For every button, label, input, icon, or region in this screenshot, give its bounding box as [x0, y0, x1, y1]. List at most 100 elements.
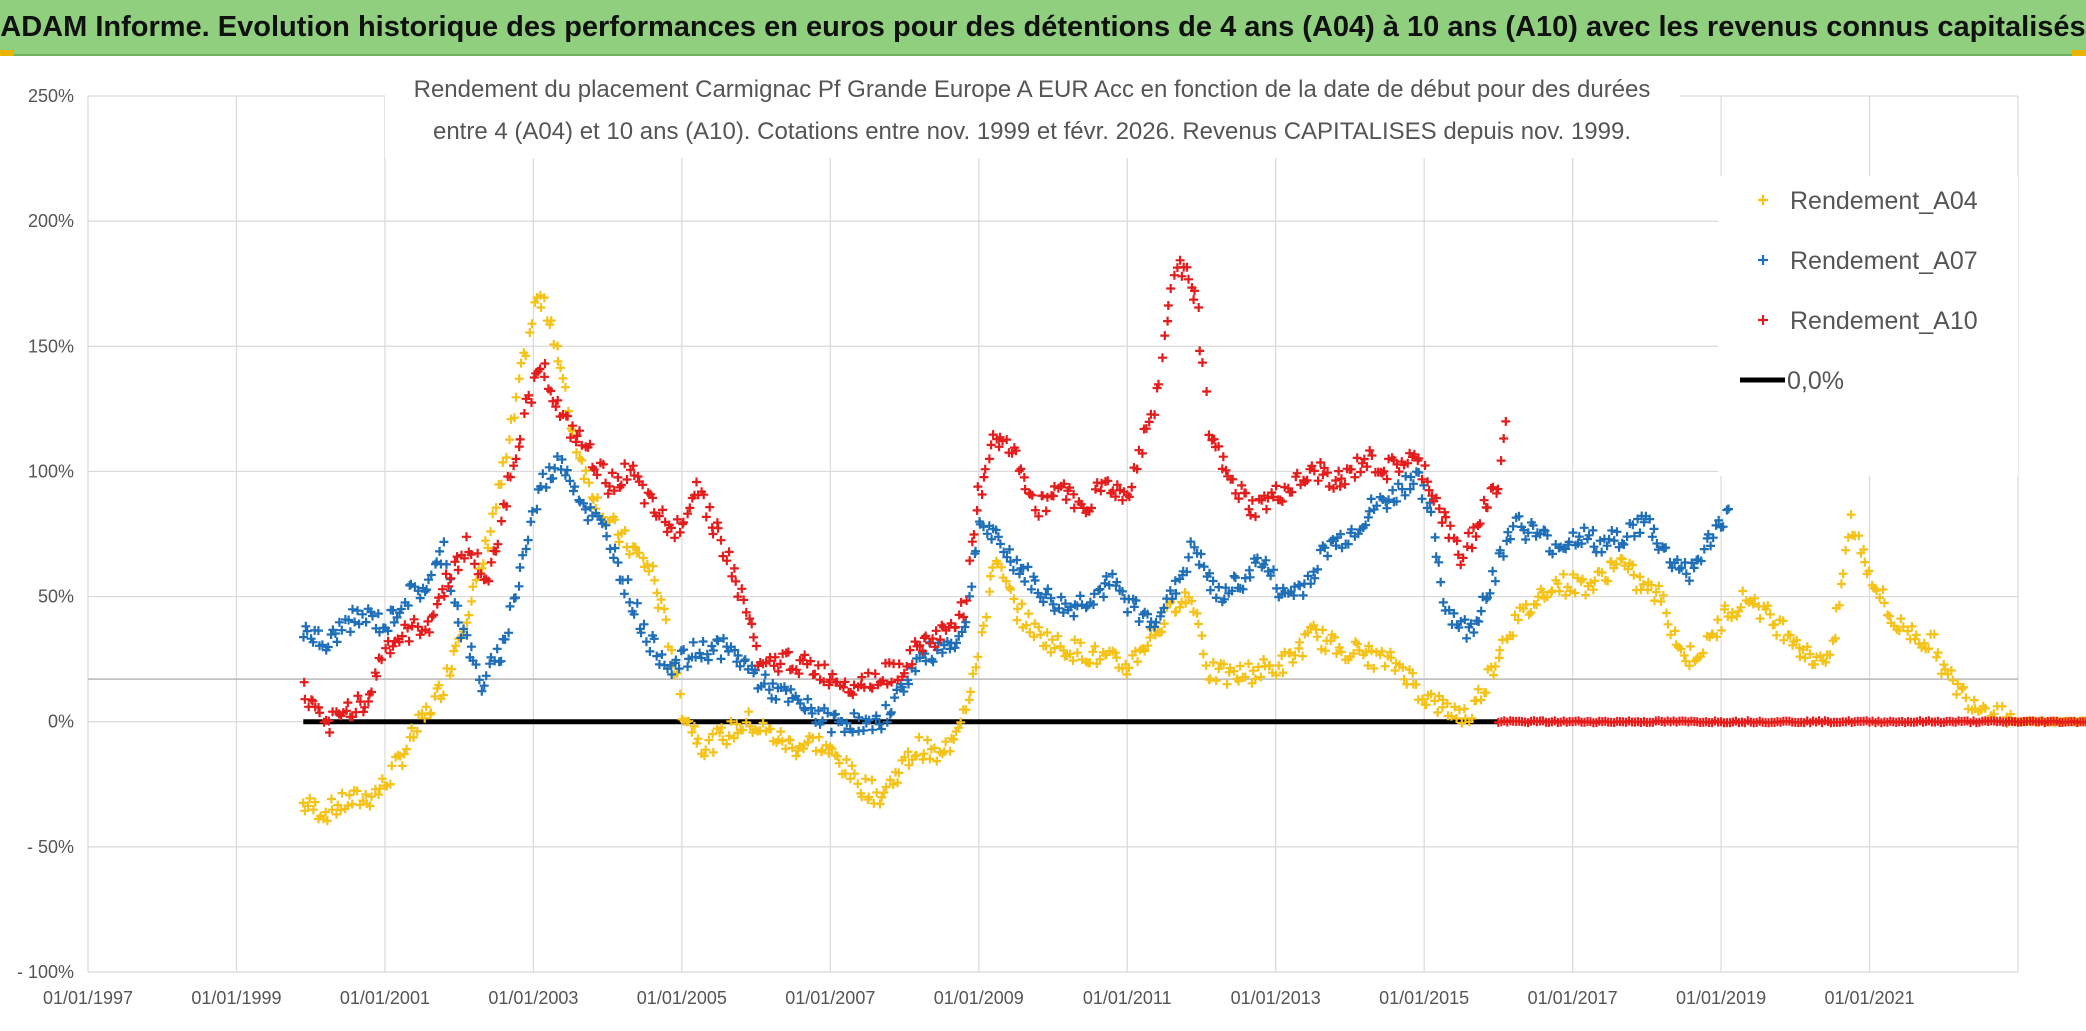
data-point: [1257, 495, 1267, 505]
data-point: [1321, 646, 1330, 656]
data-point: [675, 689, 685, 699]
data-point: [332, 637, 342, 647]
data-point: [988, 563, 998, 572]
data-point: [729, 563, 739, 573]
data-point: [1489, 670, 1499, 680]
data-point: [1261, 555, 1271, 565]
data-point: [1431, 552, 1441, 562]
data-point: [441, 569, 451, 579]
data-point: [969, 530, 979, 539]
y-tick-label: 100%: [28, 461, 74, 481]
chart: - 100% - 50% 0% 50% 100% 150% 200% 250% 01/01/1…: [17, 58, 2086, 1008]
data-point: [1628, 520, 1638, 530]
data-point: [1163, 316, 1173, 326]
data-point: [704, 735, 714, 745]
data-point: [579, 498, 588, 508]
legend-background: [1718, 176, 2018, 476]
data-point: [1324, 482, 1334, 491]
data-point: [1124, 663, 1134, 673]
data-point: [870, 669, 880, 679]
data-point: [864, 715, 874, 725]
data-point: [521, 544, 531, 554]
data-point: [814, 732, 824, 742]
data-point: [536, 303, 546, 312]
data-point: [838, 682, 848, 692]
data-point: [1744, 597, 1754, 607]
data-point: [1548, 549, 1557, 559]
data-point: [358, 609, 367, 619]
data-point: [937, 648, 947, 658]
data-point: [585, 439, 595, 449]
data-point: [1565, 586, 1575, 596]
data-point: [847, 761, 857, 771]
data-point: [1763, 601, 1773, 611]
data-point: [877, 792, 887, 802]
data-point: [1048, 491, 1058, 501]
data-point: [518, 550, 528, 560]
data-point: [1002, 435, 1012, 445]
data-point: [417, 708, 427, 718]
data-point: [977, 490, 987, 499]
data-point: [389, 617, 399, 627]
data-point: [332, 809, 341, 819]
data-point: [1363, 661, 1373, 670]
data-point: [679, 645, 689, 655]
data-point: [446, 573, 456, 583]
data-point: [1450, 702, 1460, 712]
legend-swatch: [1758, 315, 1768, 325]
data-point: [1256, 672, 1266, 682]
data-point: [1652, 539, 1662, 548]
data-point: [1143, 641, 1153, 651]
data-point: [361, 790, 371, 799]
data-point: [977, 627, 987, 637]
data-point: [973, 652, 983, 662]
data-point: [514, 374, 524, 384]
data-point: [1526, 608, 1536, 617]
data-point: [1221, 465, 1231, 475]
data-point: [1144, 417, 1154, 427]
data-point: [1969, 695, 1979, 705]
data-point: [1825, 650, 1835, 660]
data-point: [1214, 664, 1224, 674]
data-point: [426, 708, 436, 718]
data-point: [1197, 631, 1207, 641]
data-point: [1265, 660, 1275, 670]
data-point: [834, 758, 844, 768]
data-point: [1446, 711, 1456, 721]
data-point: [1712, 632, 1722, 642]
data-point: [572, 431, 582, 441]
data-point: [1331, 541, 1341, 551]
data-point: [1229, 571, 1239, 581]
data-point: [982, 529, 992, 539]
data-point: [1184, 274, 1193, 284]
data-point: [1469, 523, 1478, 532]
data-point: [830, 709, 840, 719]
data-point: [1679, 651, 1689, 660]
data-point: [343, 698, 353, 708]
data-point: [1681, 656, 1691, 666]
data-point: [687, 727, 697, 737]
data-point: [768, 679, 778, 688]
data-point: [645, 646, 655, 656]
data-point: [334, 617, 344, 627]
x-tick-label: 01/01/2007: [785, 988, 875, 1008]
data-point: [476, 569, 486, 579]
data-point: [367, 687, 376, 697]
data-point: [986, 571, 996, 581]
data-point: [586, 502, 595, 512]
data-point: [1499, 551, 1508, 561]
data-point: [496, 479, 506, 489]
data-point: [764, 685, 774, 695]
data-point: [751, 641, 761, 651]
data-point: [1323, 551, 1333, 561]
data-point: [1069, 611, 1079, 621]
legend: Rendement_A04 Rendement_A07 Rendement_A10 0…: [1718, 176, 2018, 476]
data-point: [699, 751, 709, 761]
data-point: [1150, 410, 1160, 420]
x-tick-label: 01/01/1999: [191, 988, 281, 1008]
data-point: [422, 585, 432, 595]
data-point: [479, 681, 489, 691]
data-point: [1718, 522, 1728, 532]
y-tick-label: - 50%: [27, 837, 74, 857]
data-point: [1259, 655, 1269, 664]
